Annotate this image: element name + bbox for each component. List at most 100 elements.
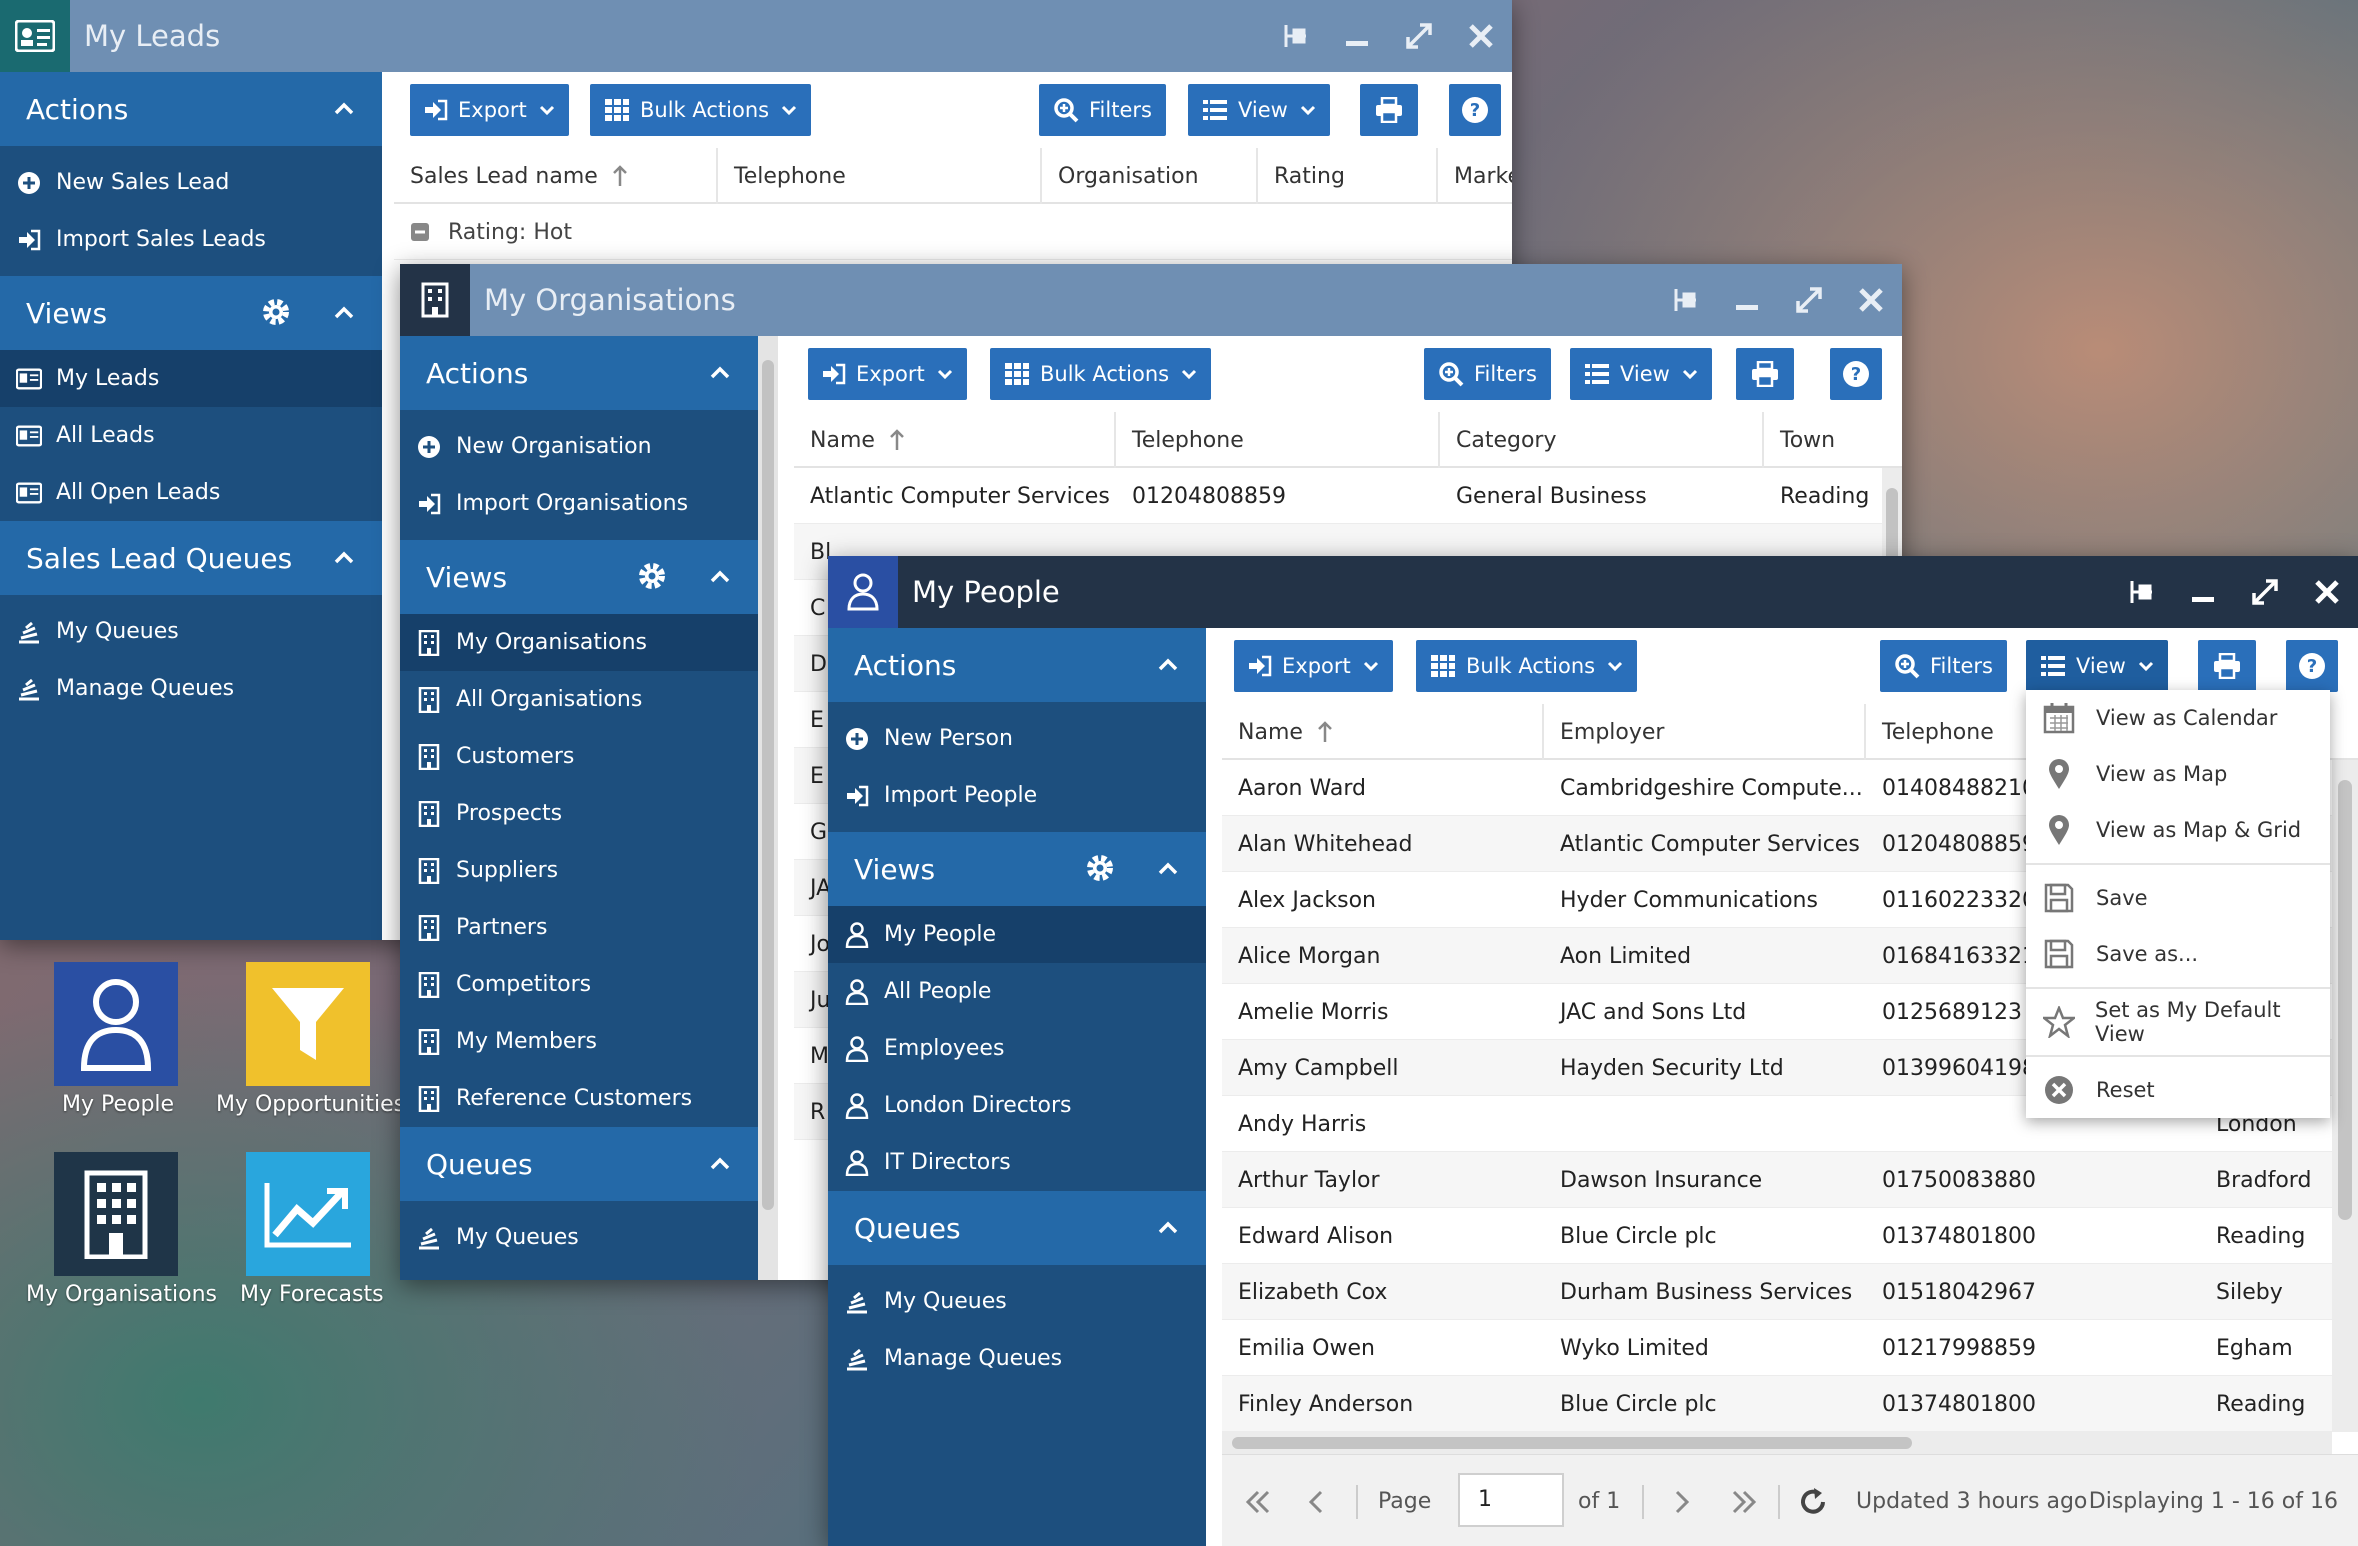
people-views-header[interactable]: Views (828, 832, 1206, 906)
people-actions-header[interactable]: Actions (828, 628, 1206, 702)
export-button[interactable]: Export (410, 84, 569, 136)
print-button[interactable] (1360, 84, 1418, 136)
leads-manage-queues[interactable]: Manage Queues (0, 660, 382, 717)
people-titlebar[interactable]: My People (828, 556, 2358, 628)
pin-icon[interactable] (1264, 0, 1326, 72)
print-button[interactable] (2198, 640, 2256, 692)
gear-icon[interactable] (260, 296, 292, 328)
people-view-item[interactable]: My People (828, 906, 1206, 963)
minimize-icon[interactable] (2172, 556, 2234, 628)
filters-button[interactable]: Filters (1880, 640, 2007, 692)
orgs-views-header[interactable]: Views (400, 540, 758, 614)
bulk-actions-button[interactable]: Bulk Actions (990, 348, 1212, 400)
leads-titlebar[interactable]: My Leads (0, 0, 1512, 72)
col-name[interactable]: Name (1222, 704, 1544, 760)
new-organisation-item[interactable]: New Organisation (400, 418, 758, 475)
col-organisation[interactable]: Organisation (1042, 148, 1258, 204)
close-icon[interactable] (1840, 264, 1902, 336)
gear-icon[interactable] (1084, 852, 1116, 884)
orgs-view-item[interactable]: All Organisations (400, 671, 758, 728)
orgs-view-item[interactable]: Customers (400, 728, 758, 785)
maximize-icon[interactable] (1778, 264, 1840, 336)
people-hscrollbar[interactable] (1222, 1432, 2332, 1454)
orgs-my-queues[interactable]: My Queues (400, 1209, 758, 1266)
print-button[interactable] (1736, 348, 1794, 400)
orgs-queues-header[interactable]: Queues (400, 1127, 758, 1201)
orgs-view-item[interactable]: My Members (400, 1013, 758, 1070)
col-town[interactable]: Town (1764, 412, 1884, 468)
next-page-icon[interactable] (1672, 1489, 1692, 1515)
people-vscrollbar[interactable] (2332, 760, 2358, 1432)
orgs-view-item[interactable]: Partners (400, 899, 758, 956)
view-button[interactable]: View (1570, 348, 1712, 400)
help-button[interactable]: ? (2286, 640, 2338, 692)
collapse-icon[interactable] (410, 222, 430, 242)
tile-my-people[interactable] (54, 962, 178, 1086)
chevron-up-icon[interactable] (708, 360, 732, 384)
people-manage-queues[interactable]: Manage Queues (828, 1330, 1206, 1387)
view-my-leads[interactable]: My Leads (0, 350, 382, 407)
refresh-icon[interactable] (1798, 1487, 1828, 1517)
table-row[interactable]: Edward Alison Blue Circle plc 01374801800 R… (1222, 1208, 2358, 1264)
bulk-actions-button[interactable]: Bulk Actions (1416, 640, 1638, 692)
import-organisations-item[interactable]: Import Organisations (400, 475, 758, 532)
import-people-item[interactable]: Import People (828, 767, 1206, 824)
leads-views-header[interactable]: Views (0, 276, 382, 350)
chevron-up-icon[interactable] (332, 545, 356, 569)
col-rating[interactable]: Rating (1258, 148, 1438, 204)
menu-save[interactable]: Save (2026, 870, 2330, 926)
import-sales-leads-item[interactable]: Import Sales Leads (0, 211, 382, 268)
prev-page-icon[interactable] (1306, 1489, 1326, 1515)
menu-view-as-map-grid[interactable]: View as Map & Grid (2026, 802, 2330, 858)
export-button[interactable]: Export (808, 348, 967, 400)
orgs-view-item[interactable]: Reference Customers (400, 1070, 758, 1127)
leads-actions-header[interactable]: Actions (0, 72, 382, 146)
table-row[interactable]: Alex Jackson Hyder Communications 01160223… (1222, 872, 2358, 928)
gear-icon[interactable] (636, 560, 668, 592)
orgs-view-item[interactable]: Competitors (400, 956, 758, 1013)
filters-button[interactable]: Filters (1424, 348, 1551, 400)
table-row[interactable]: Aaron Ward Cambridgeshire Compute... 01408… (1222, 760, 2358, 816)
view-button[interactable]: View (1188, 84, 1330, 136)
view-all-open-leads[interactable]: All Open Leads (0, 464, 382, 521)
orgs-view-item[interactable]: Prospects (400, 785, 758, 842)
col-marke[interactable]: Marke (1438, 148, 1512, 204)
view-all-leads[interactable]: All Leads (0, 407, 382, 464)
col-name[interactable]: Name (794, 412, 1116, 468)
menu-set-default-view[interactable]: Set as My Default View (2026, 994, 2330, 1050)
table-row[interactable]: Amelie Morris JAC and Sons Ltd 0125689123 (1222, 984, 2358, 1040)
tile-my-forecasts[interactable] (246, 1152, 370, 1276)
bulk-actions-button[interactable]: Bulk Actions (590, 84, 812, 136)
people-view-item[interactable]: IT Directors (828, 1134, 1206, 1191)
col-telephone[interactable]: Telephone (1866, 704, 2166, 760)
filters-button[interactable]: Filters (1039, 84, 1166, 136)
orgs-titlebar[interactable]: My Organisations (400, 264, 1902, 336)
new-person-item[interactable]: New Person (828, 710, 1206, 767)
people-view-item[interactable]: London Directors (828, 1077, 1206, 1134)
table-row[interactable]: Emilia Owen Wyko Limited 01217998859 Egham (1222, 1320, 2358, 1376)
chevron-up-icon[interactable] (332, 300, 356, 324)
orgs-view-item[interactable]: My Organisations (400, 614, 758, 671)
menu-view-as-map[interactable]: View as Map (2026, 746, 2330, 802)
menu-reset[interactable]: Reset (2026, 1062, 2330, 1118)
people-view-item[interactable]: All People (828, 963, 1206, 1020)
col-telephone[interactable]: Telephone (718, 148, 1042, 204)
minimize-icon[interactable] (1716, 264, 1778, 336)
leads-queues-header[interactable]: Sales Lead Queues (0, 521, 382, 595)
pin-icon[interactable] (2110, 556, 2172, 628)
col-employer[interactable]: Employer (1544, 704, 1866, 760)
leads-my-queues[interactable]: My Queues (0, 603, 382, 660)
maximize-icon[interactable] (1388, 0, 1450, 72)
orgs-actions-header[interactable]: Actions (400, 336, 758, 410)
people-queues-header[interactable]: Queues (828, 1191, 1206, 1265)
chevron-up-icon[interactable] (708, 564, 732, 588)
col-telephone[interactable]: Telephone (1116, 412, 1440, 468)
view-button[interactable]: View (2026, 640, 2168, 692)
table-row[interactable]: Arthur Taylor Dawson Insurance 01750083880… (1222, 1152, 2358, 1208)
group-row[interactable]: Rating: Hot (394, 204, 1512, 260)
help-button[interactable]: ? (1830, 348, 1882, 400)
chevron-up-icon[interactable] (1156, 1215, 1180, 1239)
orgs-sidebar-scrollbar[interactable] (758, 336, 778, 1280)
close-icon[interactable] (1450, 0, 1512, 72)
last-page-icon[interactable] (1730, 1489, 1758, 1515)
